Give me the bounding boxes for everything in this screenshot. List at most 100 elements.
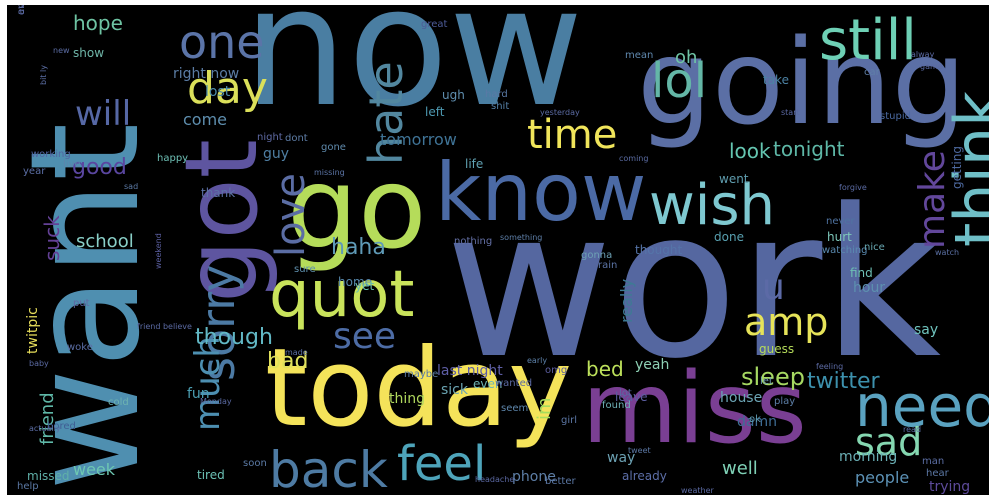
word-people: people — [855, 468, 910, 487]
word-mean: mean — [625, 50, 654, 61]
word-never: never — [826, 216, 855, 227]
word-alway: alway — [911, 50, 935, 59]
word-trying: trying — [929, 479, 971, 495]
word-phone: phone — [512, 469, 556, 485]
word-tomorrow: tomorrow — [380, 130, 457, 149]
word-going: going — [637, 13, 967, 151]
word-now: now — [243, 5, 584, 143]
word-watching: watching — [822, 245, 868, 256]
word-omg: omg — [545, 365, 568, 376]
word-home: home — [338, 275, 373, 289]
word-bored: bored — [47, 421, 76, 432]
word-haha: haha — [331, 235, 386, 260]
word-come: come — [183, 110, 228, 129]
word-one: one — [179, 15, 265, 69]
word-much: much — [188, 336, 228, 431]
word-sick: sick — [441, 382, 468, 398]
word-guess: guess — [759, 342, 795, 356]
word-ok: ok — [749, 414, 761, 425]
word-missing: missing — [314, 168, 345, 177]
word-maybe: maybe — [404, 369, 439, 380]
word-take: take — [763, 73, 789, 87]
word-hurt: hurt — [827, 230, 852, 244]
word-will: will — [75, 94, 132, 134]
word-man: man — [922, 456, 945, 467]
word-quot: quot — [269, 258, 415, 332]
word-hear: hear — [926, 468, 949, 479]
word-show: show — [73, 46, 105, 60]
word-suck: suck — [40, 215, 64, 261]
word-live: live — [63, 159, 81, 170]
word-work: work — [445, 166, 942, 404]
word-really: really — [617, 278, 636, 323]
word-night: night — [257, 132, 283, 143]
word-happy: happy — [157, 153, 189, 164]
word-morning: morning — [839, 449, 898, 465]
word-feel: feel — [397, 436, 487, 492]
word-know: know — [435, 146, 647, 239]
word-found: found — [602, 400, 631, 411]
word-baby: baby — [29, 359, 49, 368]
word-hate: hate — [359, 61, 413, 165]
word-right-now: right now — [173, 66, 240, 82]
word-sad: sad — [855, 420, 923, 464]
word-last-night: last night — [437, 363, 503, 379]
word-weather: weather — [681, 486, 714, 495]
word-guy: guy — [263, 146, 290, 162]
word-soon: soon — [243, 458, 267, 469]
word-even: even — [473, 377, 503, 391]
word-need: need — [855, 372, 989, 440]
word-say: say — [914, 322, 939, 338]
word-shit: shit — [491, 101, 510, 112]
word-nice: nice — [864, 242, 885, 253]
word-look: look — [729, 139, 771, 163]
word-today: today — [265, 326, 573, 451]
word-let: let — [760, 376, 773, 387]
word-sleep: sleep — [741, 363, 805, 391]
word-lol: lol — [651, 53, 708, 109]
word-seem: seem — [501, 403, 529, 414]
word-done: done — [714, 230, 744, 244]
word-way: way — [607, 450, 636, 466]
word-tweet: tweet — [628, 446, 651, 455]
word-cold: cold — [108, 397, 129, 408]
word-back: back — [269, 441, 388, 495]
word-twitter: twitter — [807, 369, 880, 394]
word-im: im — [534, 397, 555, 420]
word-feeling: feeling — [816, 362, 844, 371]
word-yet: yet — [355, 279, 375, 293]
word-girl: girl — [561, 415, 578, 426]
word-u: u — [762, 267, 785, 308]
word-tired: tired — [197, 468, 225, 482]
word-dont: dont — [285, 133, 308, 144]
word-thank: thank — [201, 186, 236, 200]
word-already: already — [622, 469, 667, 483]
word-house: house — [720, 390, 763, 406]
word-hour: hour — [853, 280, 886, 296]
word-damn: damn — [737, 414, 777, 430]
word-hope: hope — [73, 11, 123, 35]
word-woke: woke — [67, 342, 93, 353]
word-twitpic: twitpic — [25, 307, 41, 354]
word-forgive: forgive — [839, 183, 867, 192]
word-something: something — [500, 233, 543, 242]
word-friend: friend — [37, 392, 58, 445]
word-yeah: yeah — [635, 357, 670, 373]
word-game: game — [920, 62, 943, 71]
word-getting: getting — [950, 146, 964, 189]
word-headache: headache — [475, 475, 515, 484]
word-fun: fun — [187, 386, 210, 402]
word-stupid: stupid — [880, 111, 911, 122]
word-weekend: weekend — [154, 233, 163, 269]
word-coming: coming — [619, 154, 649, 163]
word-anymore: anymore — [16, 5, 27, 15]
word-see: see — [333, 316, 397, 357]
word-good: good — [72, 155, 127, 180]
word-actually: actually — [29, 424, 61, 433]
word-sad: sad — [124, 182, 139, 191]
word-watch: watch — [935, 248, 960, 257]
word-early: early — [527, 356, 548, 365]
word-go: go — [287, 144, 427, 274]
word-left: left — [425, 105, 445, 119]
